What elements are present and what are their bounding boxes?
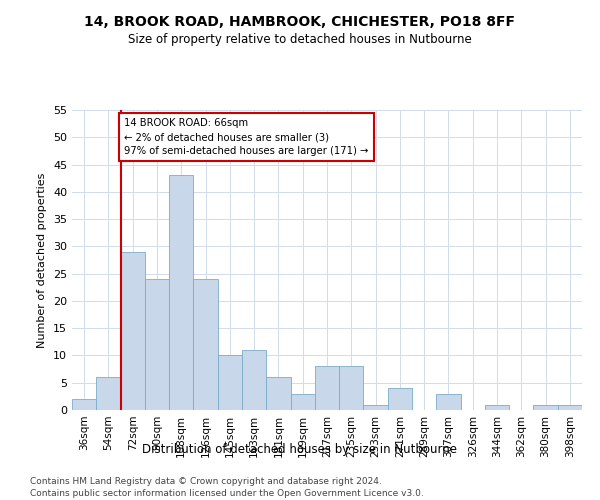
Bar xyxy=(436,394,461,410)
Bar xyxy=(558,404,582,410)
Bar xyxy=(218,356,242,410)
Bar xyxy=(315,366,339,410)
Text: Distribution of detached houses by size in Nutbourne: Distribution of detached houses by size … xyxy=(143,442,458,456)
Bar xyxy=(145,279,169,410)
Text: 14, BROOK ROAD, HAMBROOK, CHICHESTER, PO18 8FF: 14, BROOK ROAD, HAMBROOK, CHICHESTER, PO… xyxy=(85,15,515,29)
Bar xyxy=(364,404,388,410)
Bar xyxy=(388,388,412,410)
Y-axis label: Number of detached properties: Number of detached properties xyxy=(37,172,47,348)
Bar xyxy=(193,279,218,410)
Bar xyxy=(290,394,315,410)
Bar xyxy=(121,252,145,410)
Bar xyxy=(339,366,364,410)
Bar xyxy=(169,176,193,410)
Text: 14 BROOK ROAD: 66sqm
← 2% of detached houses are smaller (3)
97% of semi-detache: 14 BROOK ROAD: 66sqm ← 2% of detached ho… xyxy=(124,118,368,156)
Bar xyxy=(485,404,509,410)
Bar xyxy=(533,404,558,410)
Text: Contains HM Land Registry data © Crown copyright and database right 2024.
Contai: Contains HM Land Registry data © Crown c… xyxy=(30,476,424,498)
Bar xyxy=(72,399,96,410)
Bar xyxy=(266,378,290,410)
Text: Size of property relative to detached houses in Nutbourne: Size of property relative to detached ho… xyxy=(128,32,472,46)
Bar xyxy=(242,350,266,410)
Bar xyxy=(96,378,121,410)
